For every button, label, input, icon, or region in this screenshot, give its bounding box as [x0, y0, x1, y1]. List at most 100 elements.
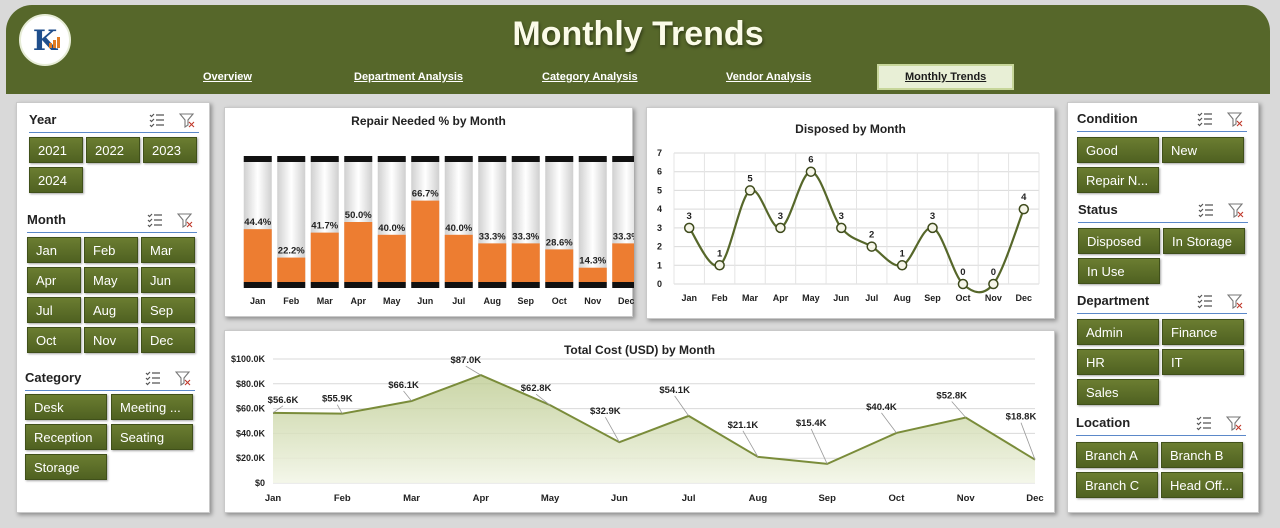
nav-overview[interactable]: Overview	[203, 71, 252, 83]
slicer-divider	[1077, 131, 1247, 132]
multi-select-icon[interactable]	[147, 212, 163, 228]
bar-cap-top	[511, 156, 540, 162]
month-slicer-button[interactable]: Nov	[84, 327, 138, 353]
condition-slicer-button[interactable]: New	[1162, 137, 1244, 163]
condition-slicer-title: Condition	[1077, 111, 1138, 126]
x-tick-label: Oct	[552, 296, 567, 306]
department-slicer-button[interactable]: Sales	[1077, 379, 1159, 405]
location-slicer-button[interactable]: Branch C	[1076, 472, 1158, 498]
bar	[444, 234, 473, 282]
month-slicer-button[interactable]: Jan	[27, 237, 81, 263]
location-slicer-button[interactable]: Head Off...	[1161, 472, 1243, 498]
nav-department-analysis[interactable]: Department Analysis	[354, 71, 464, 83]
status-slicer-button[interactable]: Disposed	[1078, 228, 1160, 254]
category-slicer-button[interactable]: Meeting ...	[111, 394, 193, 420]
nav-monthly-trends[interactable]: Monthly Trends	[877, 64, 1015, 90]
category-slicer-button[interactable]: Seating	[111, 424, 193, 450]
category-slicer-button[interactable]: Desk	[25, 394, 107, 420]
y-tick-label: $40.0K	[236, 428, 266, 438]
month-slicer-button[interactable]: Jun	[141, 267, 195, 293]
x-tick-label: Feb	[283, 296, 300, 306]
bar	[478, 243, 507, 282]
clear-filter-icon[interactable]	[1226, 111, 1243, 128]
status-slicer-button[interactable]: In Use	[1078, 258, 1160, 284]
clear-filter-icon[interactable]	[1226, 293, 1243, 310]
point-data-label: 0	[991, 267, 996, 278]
bar-cap-top	[310, 156, 339, 162]
bar-cap-bottom	[411, 282, 440, 288]
status-slicer-button[interactable]: In Storage	[1163, 228, 1245, 254]
x-tick-label: Dec	[618, 296, 634, 306]
bar-data-label: 41.7%	[311, 221, 338, 232]
clear-filter-icon[interactable]	[176, 212, 193, 229]
point-data-label: 0	[960, 267, 965, 278]
year-slicer-button[interactable]: 2022	[86, 137, 140, 163]
month-slicer-button[interactable]: Apr	[27, 267, 81, 293]
y-tick-label: 2	[657, 242, 662, 252]
month-slicer-title: Month	[27, 212, 66, 227]
leader-line	[465, 365, 482, 376]
month-slicer-button[interactable]: May	[84, 267, 138, 293]
multi-select-icon[interactable]	[1198, 202, 1214, 218]
bar-background	[578, 158, 607, 286]
leader-line	[810, 428, 828, 465]
multi-select-icon[interactable]	[1197, 293, 1213, 309]
department-slicer-button[interactable]: HR	[1077, 349, 1159, 375]
multi-select-icon[interactable]	[145, 370, 161, 386]
point-data-label: 6	[808, 155, 813, 166]
location-slicer-button[interactable]: Branch B	[1161, 442, 1243, 468]
location-slicer-button[interactable]: Branch A	[1076, 442, 1158, 468]
leader-line	[881, 412, 897, 434]
department-slicer-button[interactable]: Admin	[1077, 319, 1159, 345]
condition-slicer-button[interactable]: Good	[1077, 137, 1159, 163]
total-cost-chart-title: Total Cost (USD) by Month	[563, 343, 716, 357]
x-tick-label: Nov	[985, 293, 1002, 303]
x-tick-label: Apr	[351, 296, 367, 306]
multi-select-icon[interactable]	[1197, 111, 1213, 127]
department-slicer-button[interactable]: IT	[1162, 349, 1244, 375]
point-data-label: $62.8K	[521, 383, 552, 394]
nav-category-analysis[interactable]: Category Analysis	[542, 71, 638, 83]
condition-slicer-button[interactable]: Repair N...	[1077, 167, 1159, 193]
month-slicer-button[interactable]: Aug	[84, 297, 138, 323]
year-slicer-button[interactable]: 2023	[143, 137, 197, 163]
department-slicer-button[interactable]: Finance	[1162, 319, 1244, 345]
category-slicer-button[interactable]: Storage	[25, 454, 107, 480]
x-tick-label: Jul	[865, 293, 878, 303]
bar-cap-bottom	[578, 282, 607, 288]
point-data-label: 1	[899, 248, 905, 259]
x-tick-label: Aug	[749, 493, 768, 504]
bar	[310, 232, 339, 282]
left-slicer-panel: Year 2021 2022 2023 2024 Month Jan Feb Mar Apr May…	[16, 102, 210, 513]
month-slicer-button[interactable]: Mar	[141, 237, 195, 263]
year-slicer-button[interactable]: 2021	[29, 137, 83, 163]
data-point	[957, 278, 969, 290]
month-slicer-button[interactable]: Dec	[141, 327, 195, 353]
y-tick-label: 4	[657, 204, 662, 214]
month-slicer-button[interactable]: Oct	[27, 327, 81, 353]
month-slicer-button[interactable]: Jul	[27, 297, 81, 323]
multi-select-icon[interactable]	[149, 112, 165, 128]
nav-vendor-analysis[interactable]: Vendor Analysis	[726, 71, 812, 83]
category-slicer-button[interactable]: Reception	[25, 424, 107, 450]
category-slicer-header: Category	[25, 367, 195, 391]
multi-select-icon[interactable]	[1196, 415, 1212, 431]
clear-filter-icon[interactable]	[174, 370, 191, 387]
data-point	[683, 222, 695, 234]
bar	[612, 243, 634, 282]
month-slicer-button[interactable]: Feb	[84, 237, 138, 263]
bar-cap-bottom	[444, 282, 473, 288]
month-slicer-button[interactable]: Sep	[141, 297, 195, 323]
point-data-label: $52.8K	[936, 391, 967, 402]
bar-cap-top	[243, 156, 272, 162]
year-slicer-button[interactable]: 2024	[29, 167, 83, 193]
point-data-label: $40.4K	[866, 402, 897, 413]
clear-filter-icon[interactable]	[1227, 202, 1244, 219]
y-tick-label: 6	[657, 167, 662, 177]
data-point	[805, 166, 817, 177]
clear-filter-icon[interactable]	[178, 112, 195, 129]
clear-filter-icon[interactable]	[1225, 415, 1242, 432]
bar-cap-top	[478, 156, 507, 162]
bar-data-label: 14.3%	[579, 256, 606, 267]
total-cost-chart-panel: Total Cost (USD) by Month $0 $20.0K $40.0K…	[224, 330, 1055, 513]
